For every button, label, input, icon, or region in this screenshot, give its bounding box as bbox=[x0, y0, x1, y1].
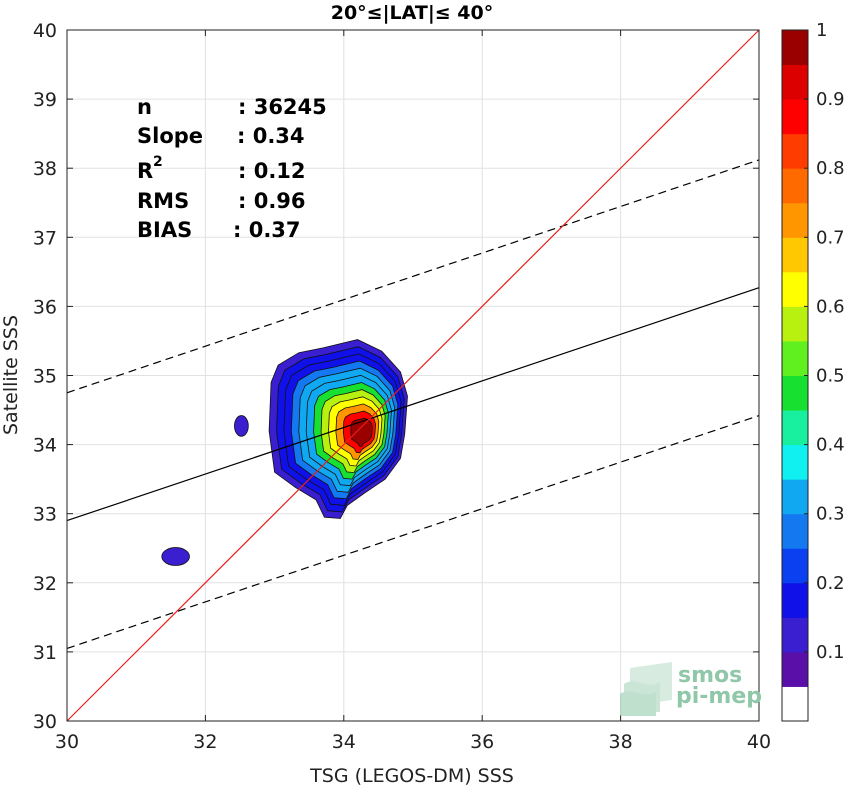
stat-slope-label: Slope bbox=[137, 124, 203, 148]
colorbar-tick-label: 0.6 bbox=[816, 296, 845, 317]
colorbar-tick-label: 0.2 bbox=[816, 573, 845, 594]
stat-r2-label: R bbox=[137, 159, 153, 183]
stat-bias-value: : 0.37 bbox=[233, 218, 301, 242]
colorbar: 0.1 0.2 0.3 0.4 0.5 0.6 0.7 0.8 0.9 1 bbox=[781, 20, 845, 722]
y-axis-label: Satellite SSS bbox=[0, 315, 22, 435]
regression-fit-line bbox=[66, 287, 760, 522]
colorbar-segment bbox=[782, 306, 808, 342]
y-tick-label: 33 bbox=[33, 504, 57, 526]
colorbar-segment bbox=[782, 686, 808, 722]
lower-bound-line bbox=[66, 415, 760, 650]
y-tick-label: 30 bbox=[33, 711, 57, 733]
stat-r2-value: : 0.12 bbox=[238, 159, 306, 183]
colorbar-tick-label: 0.1 bbox=[816, 642, 845, 663]
density-island bbox=[161, 547, 190, 566]
colorbar-segment bbox=[782, 651, 808, 687]
colorbar-segment bbox=[782, 513, 808, 549]
y-tick-label: 36 bbox=[33, 296, 57, 318]
stat-n-value: : 36245 bbox=[238, 95, 327, 119]
stat-rms-value: : 0.96 bbox=[238, 189, 306, 213]
density-island bbox=[234, 415, 249, 437]
density-contours bbox=[161, 339, 408, 566]
y-tick-label: 35 bbox=[33, 366, 57, 388]
colorbar-segment bbox=[782, 271, 808, 307]
colorbar-segment bbox=[782, 410, 808, 446]
colorbar-segment bbox=[782, 444, 808, 480]
stat-slope-value: : 0.34 bbox=[237, 124, 305, 148]
colorbar-tick-label: 0.5 bbox=[816, 366, 845, 387]
colorbar-segment bbox=[782, 617, 808, 653]
colorbar-tick-label: 0.9 bbox=[816, 89, 845, 110]
stat-rms-label: RMS bbox=[137, 189, 189, 213]
y-tick-label: 31 bbox=[33, 642, 57, 664]
colorbar-segment bbox=[782, 202, 808, 238]
colorbar-tick-label: 1 bbox=[816, 20, 827, 41]
chart-title: 20°≤|LAT|≤ 40° bbox=[331, 2, 494, 24]
colorbar-segment bbox=[782, 133, 808, 169]
y-tick-label: 38 bbox=[33, 158, 57, 180]
x-tick-label: 40 bbox=[747, 731, 771, 753]
colorbar-segment bbox=[782, 340, 808, 376]
x-axis-label: TSG (LEGOS-DM) SSS bbox=[309, 765, 514, 787]
x-tick-label: 38 bbox=[609, 731, 633, 753]
y-tick-label: 40 bbox=[33, 20, 57, 42]
colorbar-tick-label: 0.4 bbox=[816, 435, 845, 456]
colorbar-segment bbox=[782, 582, 808, 618]
colorbar-segment bbox=[782, 99, 808, 135]
logo-text-smos: smos bbox=[678, 663, 742, 688]
colorbar-segment bbox=[782, 168, 808, 204]
stat-bias-label: BIAS bbox=[137, 218, 192, 242]
logo-text-pi-mep: pi-mep bbox=[676, 684, 762, 709]
reference-lines bbox=[66, 29, 760, 722]
colorbar-tick-label: 0.8 bbox=[816, 158, 845, 179]
y-tick-label: 39 bbox=[33, 89, 57, 111]
y-tick-label: 37 bbox=[33, 227, 57, 249]
x-tick-label: 36 bbox=[470, 731, 494, 753]
colorbar-segment bbox=[782, 30, 808, 66]
stat-n-label: n bbox=[137, 95, 152, 119]
stats-box: n : 36245 Slope : 0.34 R 2 : 0.12 RMS : … bbox=[137, 95, 327, 242]
axis-ticks: 30 32 34 36 38 40 30 31 32 33 34 35 36 37 38 39 40 bbox=[33, 20, 771, 753]
x-tick-label: 34 bbox=[332, 731, 356, 753]
colorbar-segment bbox=[782, 479, 808, 515]
colorbar-segment bbox=[782, 64, 808, 100]
x-tick-label: 32 bbox=[193, 731, 217, 753]
y-tick-label: 34 bbox=[33, 435, 57, 457]
colorbar-segment bbox=[782, 375, 808, 411]
y-tick-label: 32 bbox=[33, 573, 57, 595]
colorbar-segment bbox=[782, 237, 808, 273]
identity-line bbox=[66, 29, 760, 722]
colorbar-tick-label: 0.7 bbox=[816, 227, 845, 248]
x-tick-label: 30 bbox=[55, 731, 79, 753]
smos-pi-mep-logo: smos pi-mep bbox=[620, 662, 762, 716]
stat-r2-sup: 2 bbox=[153, 154, 163, 170]
logo-waves-icon bbox=[620, 662, 672, 716]
colorbar-segment bbox=[782, 548, 808, 584]
colorbar-tick-label: 0.3 bbox=[816, 504, 845, 525]
density-contour-level bbox=[350, 417, 373, 447]
upper-bound-line bbox=[66, 159, 760, 394]
